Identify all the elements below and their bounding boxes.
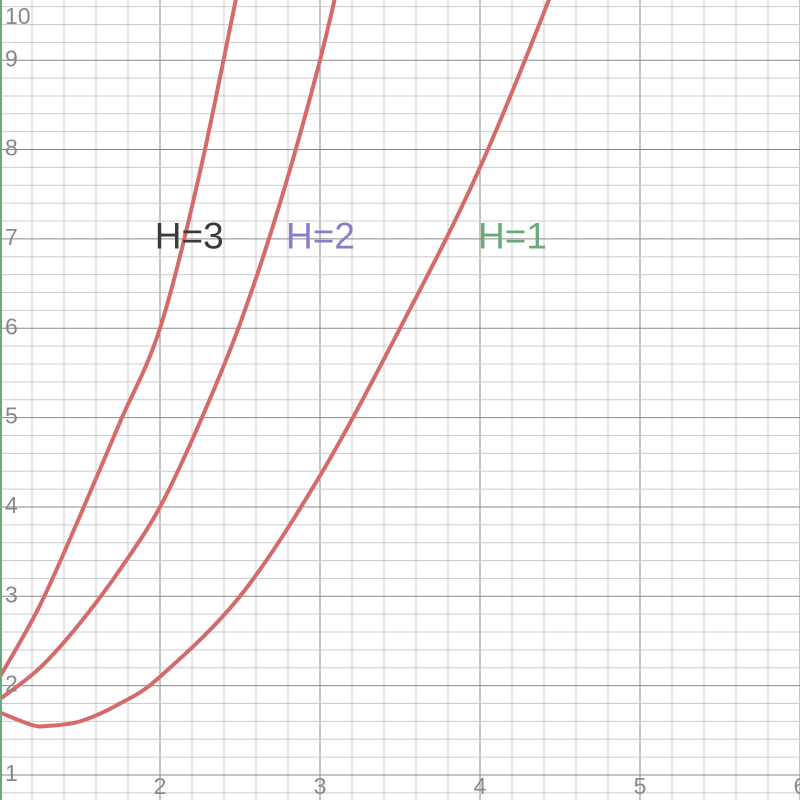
y-tick-label: 3	[5, 581, 18, 607]
y-tick-label: 9	[5, 45, 18, 71]
tick-labels: 2 3 4 5 6 1 2 3 4 5 6 7 8 9 10	[5, 3, 800, 799]
curve-labels: H=3 H=2 H=1	[155, 216, 547, 257]
curve-label-h2: H=2	[286, 216, 355, 257]
x-tick-label: 5	[634, 773, 647, 799]
y-tick-label: 2	[5, 671, 18, 697]
series-line-h2	[0, 0, 337, 702]
curves	[0, 0, 551, 729]
y-tick-label: 7	[5, 224, 18, 250]
y-tick-label: 4	[5, 492, 18, 518]
curve-label-h1: H=1	[478, 216, 547, 257]
y-tick-label: 5	[5, 403, 18, 429]
x-tick-label: 6	[794, 773, 800, 799]
y-tick-label: 1	[5, 760, 18, 786]
y-tick-label: 6	[5, 313, 18, 339]
x-tick-label: 4	[474, 773, 487, 799]
x-tick-label: 2	[154, 773, 167, 799]
y-tick-label: 8	[5, 135, 18, 161]
series-line-h1	[0, 0, 551, 729]
series-line-h3	[0, 0, 238, 679]
curve-label-h3: H=3	[155, 216, 224, 257]
x-tick-label: 3	[314, 773, 327, 799]
y-tick-label: 10	[5, 3, 31, 29]
